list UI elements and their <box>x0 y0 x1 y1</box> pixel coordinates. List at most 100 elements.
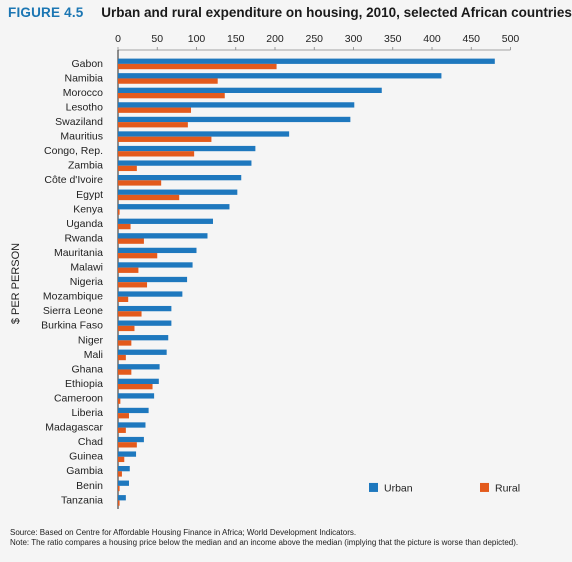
category-label: Morocco <box>63 87 103 99</box>
bar-urban <box>118 145 256 152</box>
category-label: Gabon <box>71 58 103 70</box>
x-tick-label: 400 <box>423 33 441 45</box>
bar-rural <box>118 180 162 186</box>
bar-urban <box>118 495 126 501</box>
category-label: Ethiopia <box>65 378 103 390</box>
bar-urban <box>118 305 172 312</box>
category-label: Mali <box>84 349 103 361</box>
bar-urban <box>118 320 172 326</box>
bar-rural <box>118 78 218 84</box>
bar-urban <box>118 160 252 166</box>
bar-urban <box>118 436 144 443</box>
x-tick-label: 500 <box>502 33 520 45</box>
bar-rural <box>118 471 122 477</box>
category-label: Rwanda <box>64 232 103 244</box>
category-label: Malawi <box>70 262 103 274</box>
bar-urban <box>118 262 193 268</box>
bar-rural <box>118 413 129 419</box>
bar-rural <box>118 325 135 332</box>
bar-rural <box>118 398 121 404</box>
category-label: Mauritius <box>60 131 103 143</box>
bar-urban <box>118 204 230 210</box>
bar-urban <box>118 102 355 108</box>
bar-rural <box>118 238 144 244</box>
x-tick-label: 100 <box>188 33 206 45</box>
bar-rural <box>118 136 212 142</box>
bar-rural <box>118 354 126 361</box>
bar-urban <box>118 422 146 428</box>
category-label: Kenya <box>73 203 103 215</box>
bar-rural <box>118 253 158 259</box>
bar-rural <box>118 427 126 433</box>
category-label: Chad <box>78 436 103 448</box>
bar-rural <box>118 340 132 346</box>
bar-urban <box>118 407 149 414</box>
figure-label: FIGURE 4.5 <box>8 5 84 20</box>
legend-swatch-rural <box>480 482 489 492</box>
bar-chart: 0 50 100 150 200 250 300 350 400 450 500 $ PER PERS… <box>10 33 520 510</box>
category-label: Zambia <box>68 160 103 172</box>
figure-title: Urban and rural expenditure on housing, … <box>101 5 572 20</box>
category-label: Uganda <box>66 218 103 230</box>
figure-header: FIGURE 4.5 Urban and rural expenditure o… <box>8 5 572 20</box>
bar-urban <box>118 247 197 254</box>
bar-rural <box>118 456 125 463</box>
x-tick-label: 200 <box>266 33 284 45</box>
bar-rural <box>118 223 131 230</box>
footnote: Note: The ratio compares a housing price… <box>10 537 519 547</box>
category-label: Gambia <box>66 465 103 477</box>
category-label: Mozambique <box>43 291 103 303</box>
category-label: Lesotho <box>66 101 104 113</box>
x-tick-label: 150 <box>227 33 245 45</box>
bar-rural <box>118 151 195 157</box>
bar-urban <box>118 466 130 472</box>
category-label: Sierra Leone <box>43 305 103 317</box>
bar-urban <box>118 58 495 64</box>
bar-rural <box>118 267 139 273</box>
category-label: Niger <box>78 334 104 346</box>
category-label: Swaziland <box>55 116 103 128</box>
bar-urban <box>118 87 382 93</box>
bar-urban <box>118 349 167 355</box>
bar-urban <box>118 73 442 79</box>
category-label: Namibia <box>64 72 103 84</box>
bar-urban <box>118 393 155 399</box>
bar-urban <box>118 218 213 224</box>
category-label: Guinea <box>69 451 103 463</box>
bar-urban <box>118 480 129 486</box>
legend-label-rural: Rural <box>495 482 520 494</box>
bar-urban <box>118 291 183 297</box>
category-label: Madagascar <box>45 422 103 434</box>
category-label: Nigeria <box>70 276 103 288</box>
bar-urban <box>118 364 160 370</box>
bar-rural <box>118 485 120 492</box>
y-axis-title: $ PER PERSON <box>10 243 22 324</box>
bar-rural <box>118 194 180 201</box>
x-tick-label: 50 <box>151 33 163 45</box>
figure-notes: Source: Based on Centre for Affordable H… <box>10 528 562 547</box>
legend-swatch-urban <box>369 482 378 492</box>
bar-urban <box>118 131 290 137</box>
legend-label-urban: Urban <box>384 482 413 494</box>
bar-rural <box>118 296 129 302</box>
category-label: Cameroon <box>54 392 103 404</box>
bar-rural <box>118 442 137 448</box>
category-label: Benin <box>76 480 103 492</box>
bar-urban <box>118 175 242 181</box>
bar-rural <box>118 369 132 375</box>
category-label: Tanzania <box>61 494 103 506</box>
x-tick-label: 350 <box>384 33 402 45</box>
category-label: Mauritania <box>54 247 103 259</box>
bar-urban <box>118 335 169 341</box>
bar-rural <box>118 107 192 113</box>
bar-rural <box>118 500 120 506</box>
bar-urban <box>118 451 137 457</box>
x-tick-label: 300 <box>345 33 363 45</box>
bar-rural <box>118 122 188 128</box>
category-label: Egypt <box>76 189 103 201</box>
bar-rural <box>118 209 120 215</box>
bar-rural <box>118 63 277 70</box>
x-tick-label: 450 <box>462 33 480 45</box>
bar-urban <box>118 233 208 239</box>
bar-rural <box>118 384 153 390</box>
